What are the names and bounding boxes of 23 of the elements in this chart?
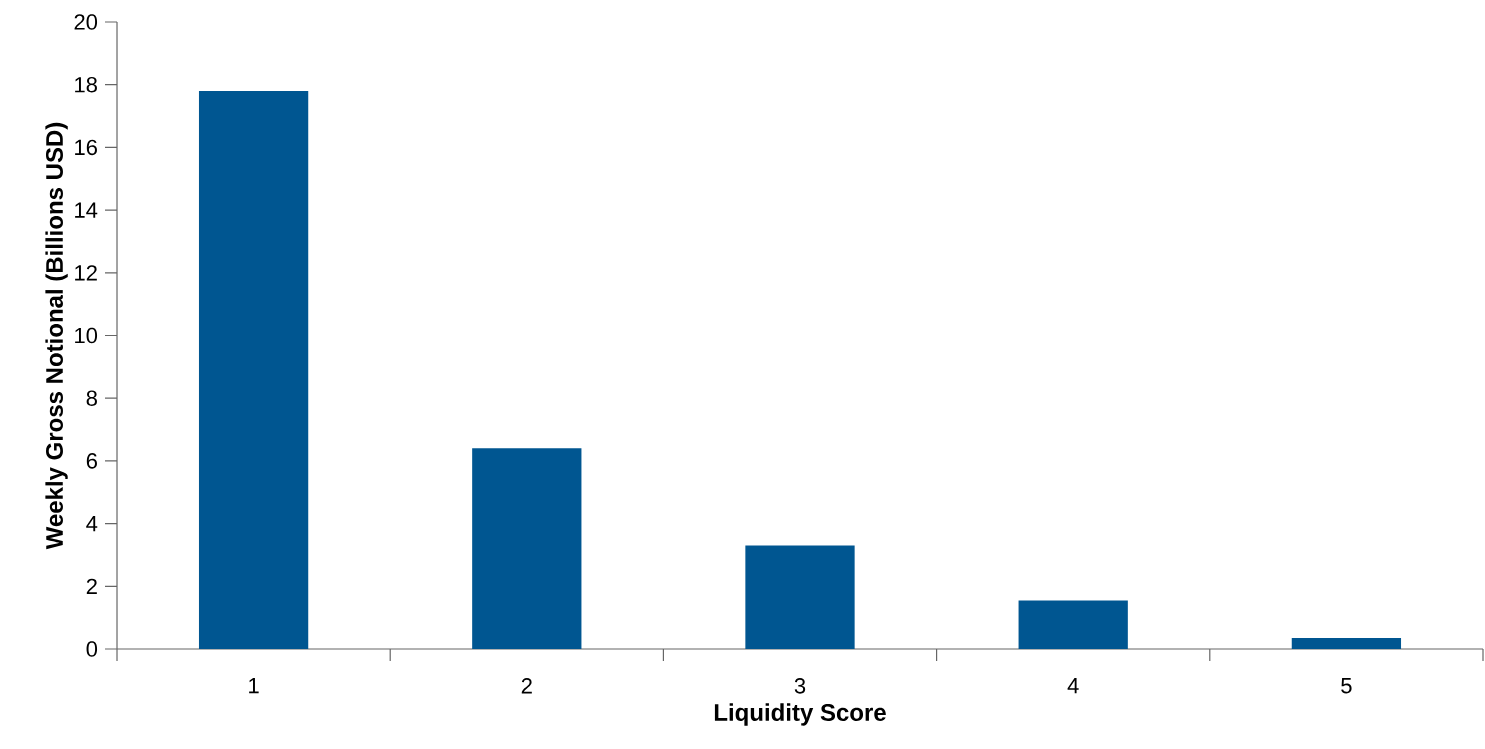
bar — [472, 448, 582, 649]
y-tick-label: 4 — [86, 516, 98, 532]
y-tick-label: 18 — [75, 76, 97, 93]
y-tick-label: 20 — [74, 14, 98, 30]
y-tick-label: 8 — [86, 390, 97, 406]
x-tick-label: 4 — [1067, 678, 1079, 694]
x-tick-label: 3 — [794, 678, 806, 694]
y-tick-label: 6 — [86, 453, 97, 469]
x-axis-title: Liquidity Score — [714, 703, 886, 726]
x-tick-label: 5 — [1341, 678, 1352, 694]
y-tick-label: 16 — [75, 139, 97, 156]
y-tick-label: 10 — [75, 327, 98, 344]
bar — [1018, 600, 1128, 649]
bar — [198, 90, 309, 649]
x-tick-label: 2 — [521, 678, 532, 694]
y-axis-title: Weekly Gross Notional (Billions USD) — [45, 122, 68, 550]
y-tick-label: 14 — [75, 202, 98, 218]
bar — [745, 545, 855, 649]
bar — [1291, 638, 1402, 649]
x-tick-label: 1 — [249, 678, 259, 694]
y-tick-label: 2 — [86, 578, 97, 594]
y-tick-label: 12 — [75, 265, 97, 281]
y-tick-label: 0 — [86, 641, 98, 657]
